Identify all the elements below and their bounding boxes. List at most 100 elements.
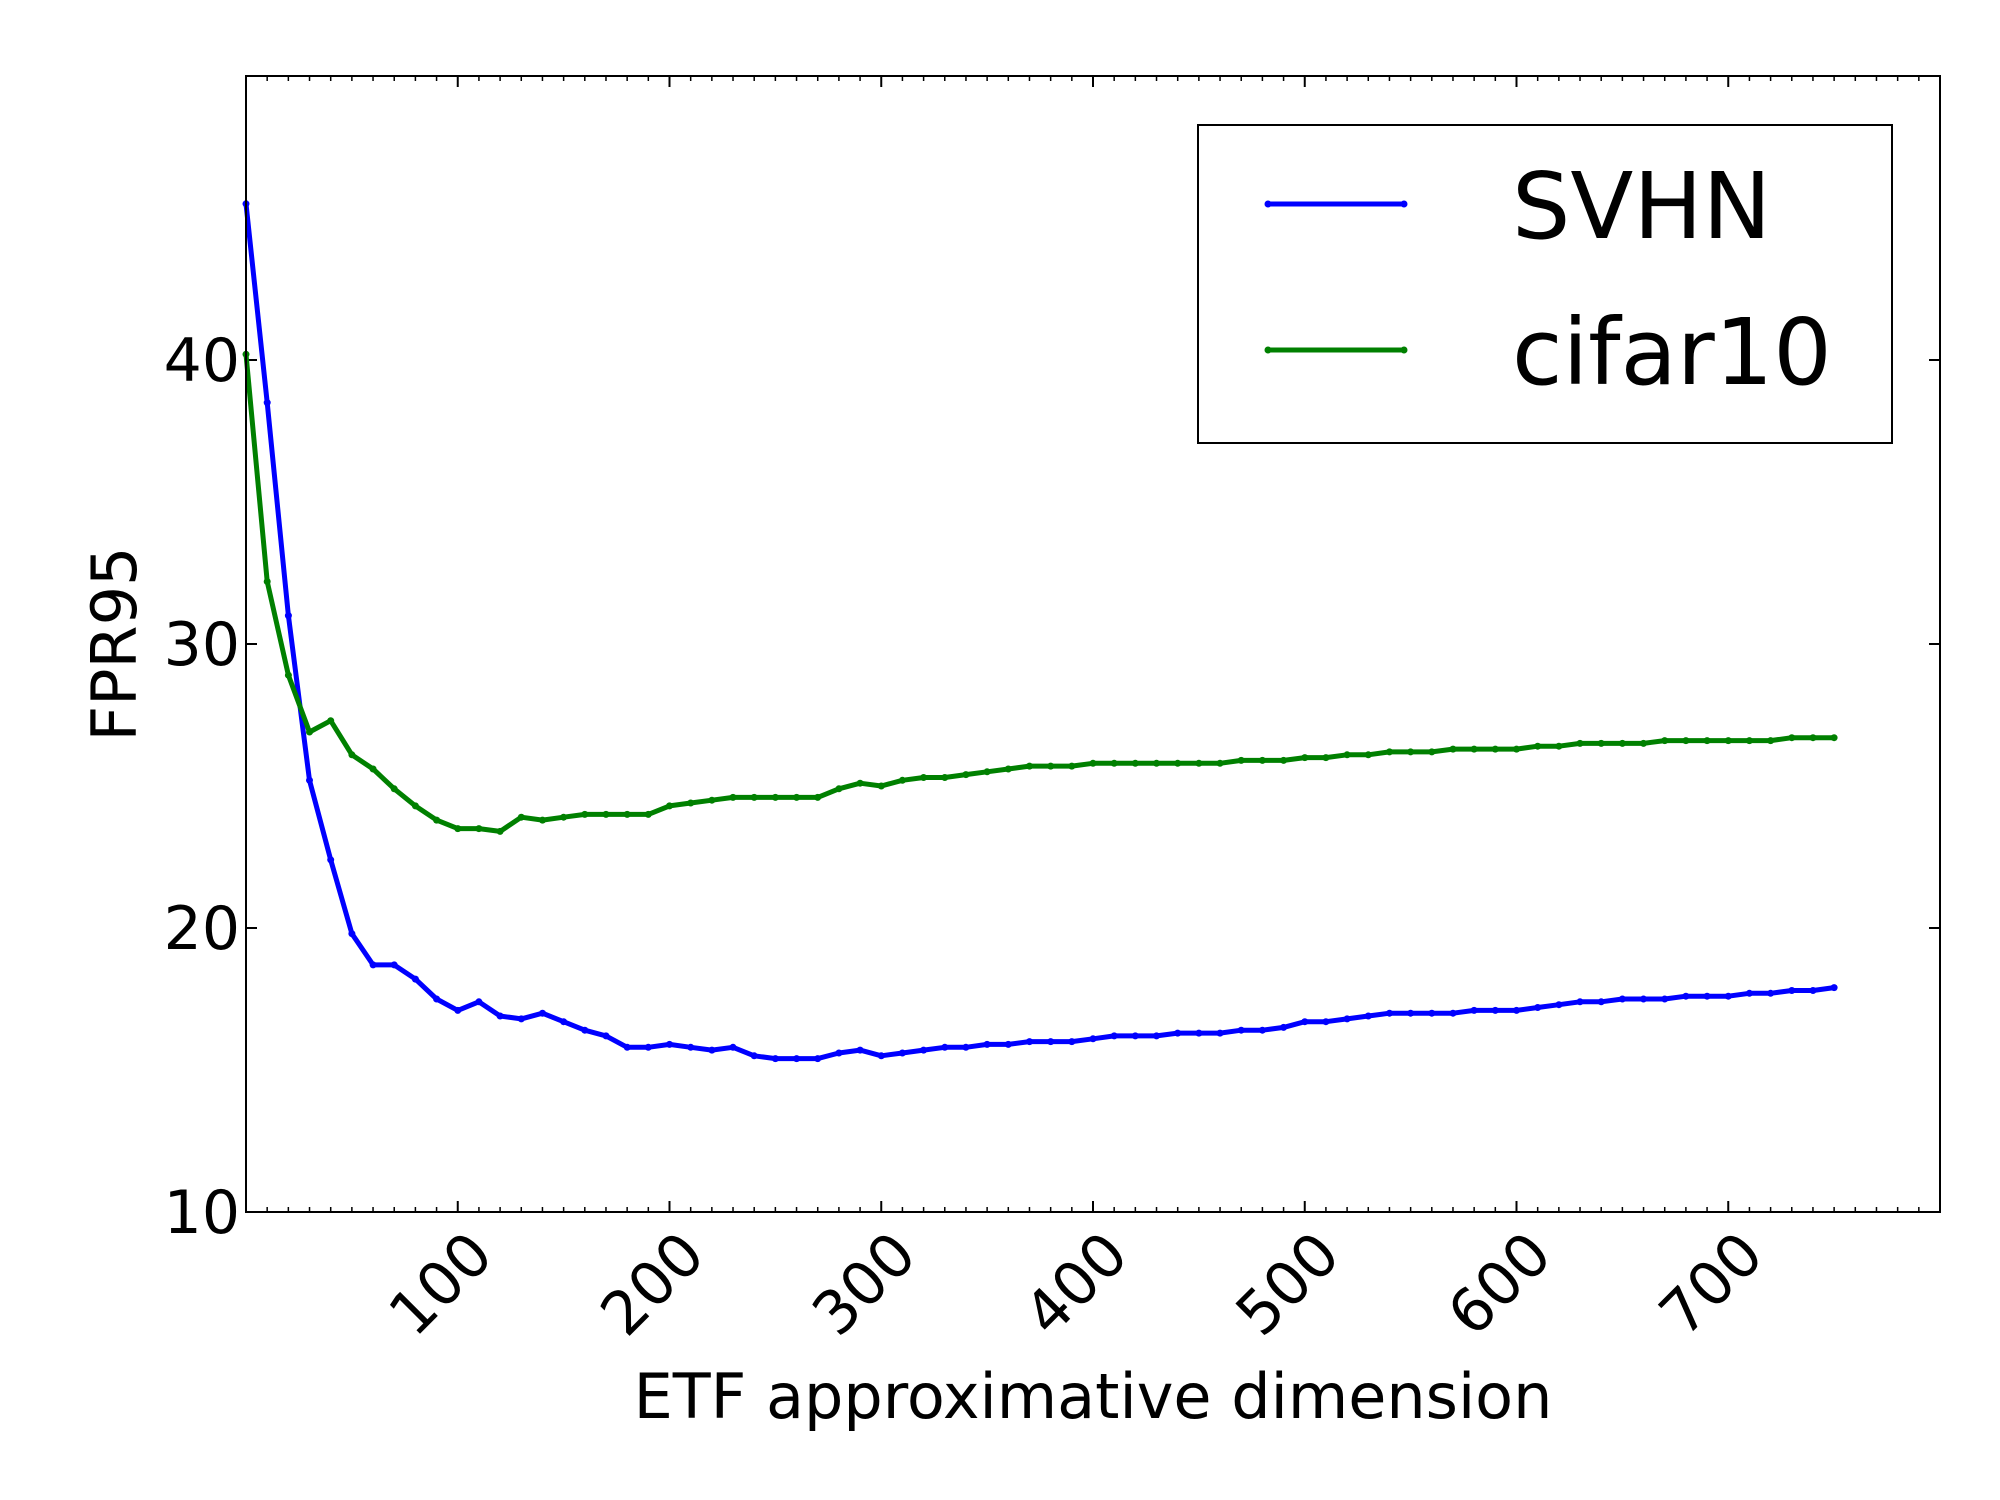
data-point-cifar10 — [1386, 748, 1393, 756]
data-point-svhn — [1449, 1009, 1457, 1017]
data-point-cifar10 — [1576, 739, 1584, 747]
data-point-cifar10 — [1407, 748, 1415, 756]
x-tick-label: 300 — [799, 1219, 929, 1349]
data-point-svhn — [898, 1049, 906, 1057]
x-axis-title: ETF approximative dimension — [634, 1360, 1553, 1433]
data-point-cifar10 — [1618, 739, 1626, 747]
data-point-svhn — [1809, 987, 1817, 994]
data-point-svhn — [1237, 1026, 1245, 1034]
data-point-cifar10 — [1640, 739, 1647, 747]
legend-label-cifar10: cifar10 — [1512, 299, 1832, 406]
data-point-cifar10 — [1216, 759, 1224, 767]
data-point-svhn — [750, 1052, 758, 1060]
data-point-cifar10 — [856, 779, 864, 787]
data-point-svhn — [348, 930, 356, 938]
data-point-cifar10 — [708, 796, 716, 804]
data-point-cifar10 — [306, 728, 313, 736]
data-point-cifar10 — [496, 827, 504, 835]
data-point-cifar10 — [1322, 754, 1330, 762]
data-point-svhn — [539, 1009, 546, 1017]
data-point-cifar10 — [793, 793, 801, 801]
data-point-cifar10 — [1364, 751, 1372, 759]
data-point-cifar10 — [729, 793, 737, 801]
data-point-svhn — [1830, 984, 1838, 992]
data-point-cifar10 — [623, 810, 631, 818]
data-point-cifar10 — [877, 782, 885, 790]
data-point-cifar10 — [1555, 742, 1563, 750]
data-point-cifar10 — [1153, 759, 1160, 767]
data-point-svhn — [1089, 1035, 1097, 1043]
data-point-svhn — [814, 1055, 822, 1063]
y-tick-label: 30 — [164, 610, 240, 680]
legend-marker-svhn-start — [1264, 200, 1272, 208]
data-point-cifar10 — [898, 776, 906, 784]
data-point-cifar10 — [920, 774, 928, 781]
data-point-cifar10 — [1788, 734, 1796, 742]
data-point-cifar10 — [1513, 745, 1520, 753]
data-point-svhn — [1724, 992, 1732, 1000]
data-point-cifar10 — [1809, 734, 1817, 742]
data-point-svhn — [983, 1040, 991, 1048]
data-point-svhn — [1174, 1029, 1182, 1037]
data-point-cifar10 — [1110, 759, 1118, 767]
data-point-svhn — [1555, 1001, 1563, 1009]
data-point-svhn — [1131, 1032, 1139, 1040]
x-tick-label: 600 — [1435, 1219, 1565, 1349]
data-point-cifar10 — [263, 578, 271, 585]
x-tick-label: 400 — [1011, 1219, 1141, 1349]
data-point-svhn — [306, 776, 313, 784]
series-line-cifar10 — [243, 351, 1837, 834]
data-point-cifar10 — [1449, 745, 1457, 753]
data-point-svhn — [1534, 1004, 1542, 1011]
data-point-cifar10 — [369, 765, 377, 773]
data-point-svhn — [1026, 1038, 1033, 1046]
data-point-svhn — [1703, 992, 1711, 1000]
data-point-cifar10 — [560, 813, 568, 821]
data-point-cifar10 — [1724, 737, 1732, 745]
data-point-cifar10 — [1428, 748, 1436, 756]
data-point-cifar10 — [411, 802, 419, 810]
y-tick-label: 40 — [164, 326, 240, 396]
data-point-svhn — [1047, 1038, 1055, 1046]
data-point-cifar10 — [517, 813, 525, 821]
data-point-svhn — [962, 1043, 970, 1051]
data-point-svhn — [581, 1026, 589, 1034]
data-point-svhn — [1110, 1032, 1118, 1040]
data-point-svhn — [1682, 992, 1690, 1000]
data-point-svhn — [1280, 1023, 1288, 1031]
data-point-svhn — [602, 1032, 610, 1040]
data-point-svhn — [1513, 1006, 1520, 1014]
data-point-cifar10 — [433, 816, 441, 824]
data-point-svhn — [327, 856, 335, 864]
data-point-cifar10 — [1047, 762, 1055, 770]
data-point-svhn — [835, 1049, 843, 1057]
data-point-cifar10 — [814, 793, 822, 801]
data-point-svhn — [1216, 1029, 1224, 1037]
data-point-svhn — [1301, 1018, 1309, 1026]
data-point-svhn — [1068, 1038, 1076, 1046]
legend-marker-cifar10-end — [1400, 346, 1408, 354]
x-tick-label: 700 — [1646, 1219, 1776, 1349]
data-point-svhn — [1195, 1029, 1203, 1037]
data-point-cifar10 — [983, 768, 991, 776]
data-point-svhn — [1428, 1009, 1436, 1017]
data-point-svhn — [644, 1043, 652, 1051]
data-point-cifar10 — [941, 774, 949, 781]
data-point-cifar10 — [454, 825, 462, 833]
data-point-cifar10 — [1089, 759, 1097, 767]
data-point-cifar10 — [1301, 754, 1309, 762]
data-point-svhn — [687, 1043, 695, 1051]
data-point-cifar10 — [771, 793, 779, 801]
legend-frame — [1197, 124, 1893, 444]
data-point-cifar10 — [687, 799, 695, 807]
data-point-cifar10 — [1470, 745, 1478, 753]
data-point-cifar10 — [1597, 739, 1605, 747]
data-point-svhn — [1788, 987, 1796, 994]
data-point-cifar10 — [1534, 742, 1542, 750]
y-axis-title: FPR95 — [78, 546, 151, 741]
data-point-svhn — [793, 1055, 801, 1063]
data-point-svhn — [1745, 989, 1753, 997]
legend: SVHN cifar10 — [1197, 124, 1893, 444]
data-point-svhn — [1491, 1006, 1499, 1014]
